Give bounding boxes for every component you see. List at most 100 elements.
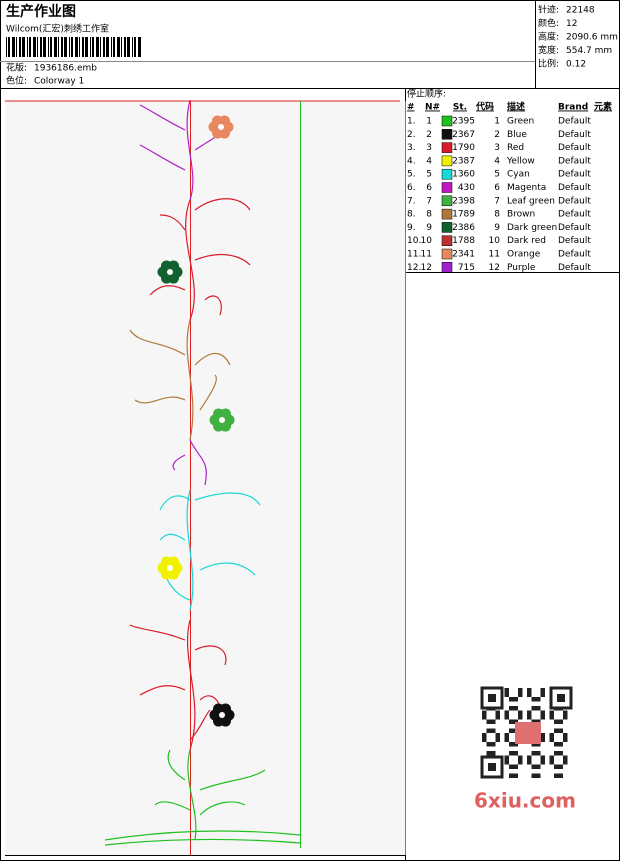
qr-cell bbox=[504, 692, 509, 697]
needle: 2 bbox=[426, 130, 432, 140]
color-swatch bbox=[441, 222, 453, 233]
qr-finder bbox=[488, 694, 496, 702]
petal bbox=[168, 556, 179, 568]
qr-cell bbox=[531, 773, 536, 778]
code: 3 bbox=[494, 143, 500, 153]
stop-number: 8. bbox=[407, 210, 416, 220]
qr-cell bbox=[513, 706, 518, 711]
qr-cell bbox=[558, 728, 563, 733]
qr-cell bbox=[536, 697, 541, 702]
bar bbox=[113, 37, 115, 57]
stat-value: 12 bbox=[566, 19, 577, 29]
bar bbox=[54, 37, 57, 57]
column-header: 代码 bbox=[475, 101, 494, 113]
watermark: 6xiu.com bbox=[474, 789, 576, 813]
description: Yellow bbox=[506, 156, 535, 166]
bar bbox=[12, 37, 15, 57]
stop-number: 11. bbox=[407, 250, 421, 260]
studio: Wilcom(汇宏)刺绣工作室 bbox=[6, 23, 109, 35]
stop-number: 4. bbox=[407, 156, 416, 166]
column-header: 元素 bbox=[594, 101, 612, 113]
description: Blue bbox=[507, 130, 527, 140]
qr-cell bbox=[536, 742, 541, 747]
stop-number: 5. bbox=[407, 170, 416, 180]
qr-cell bbox=[495, 710, 500, 715]
qr-cell bbox=[540, 692, 545, 697]
qr-cell bbox=[554, 773, 559, 778]
vine bbox=[104, 99, 301, 846]
bar bbox=[111, 37, 112, 57]
qr-cell bbox=[491, 751, 496, 756]
petal bbox=[220, 703, 231, 715]
qr-cell bbox=[563, 715, 568, 720]
qr-cell bbox=[509, 728, 514, 733]
qr-logo bbox=[515, 722, 541, 744]
qr-cell bbox=[518, 688, 523, 693]
qr-cell bbox=[504, 733, 509, 738]
qr-cell bbox=[536, 706, 541, 711]
stat-value: 2090.6 mm bbox=[566, 33, 618, 43]
needle: 4 bbox=[426, 156, 432, 166]
qr-cell bbox=[554, 719, 559, 724]
stitches: 1790 bbox=[452, 143, 475, 153]
code: 8 bbox=[494, 210, 500, 220]
needle: 12 bbox=[421, 263, 432, 273]
qr-cell bbox=[531, 719, 536, 724]
qr-cell bbox=[563, 755, 568, 760]
column-header: N# bbox=[425, 103, 440, 113]
qr-cell bbox=[540, 688, 545, 693]
stat-value: 0.12 bbox=[566, 60, 586, 70]
qr-cell bbox=[563, 760, 568, 765]
qr-cell bbox=[527, 692, 532, 697]
qr-cell bbox=[540, 710, 545, 715]
colorway: Colorway 1 bbox=[34, 77, 84, 87]
description: Brown bbox=[507, 210, 535, 220]
bar bbox=[127, 37, 130, 57]
qr-cell bbox=[531, 742, 536, 747]
stitches: 1789 bbox=[452, 210, 475, 220]
qr-cell bbox=[558, 751, 563, 756]
qr-cell bbox=[486, 751, 491, 756]
qr-cell bbox=[540, 760, 545, 765]
qr-cell bbox=[527, 760, 532, 765]
bar bbox=[106, 37, 109, 57]
stitches: 2367 bbox=[452, 130, 475, 140]
qr-cell bbox=[558, 742, 563, 747]
qr-cell bbox=[513, 697, 518, 702]
stitches: 715 bbox=[458, 263, 475, 273]
bar bbox=[19, 37, 21, 57]
color-swatch bbox=[441, 195, 453, 207]
description: Orange bbox=[507, 250, 541, 260]
needle: 11 bbox=[421, 250, 432, 260]
bar bbox=[58, 37, 59, 57]
description: Dark green bbox=[507, 223, 557, 233]
column-header: # bbox=[407, 103, 415, 113]
bar bbox=[117, 37, 120, 57]
qr-cell bbox=[518, 755, 523, 760]
code: 12 bbox=[489, 263, 500, 273]
column-header: St. bbox=[453, 103, 467, 113]
qr-cell bbox=[491, 728, 496, 733]
design-label: 花版: bbox=[6, 62, 27, 74]
qr-cell bbox=[509, 773, 514, 778]
stat-label: 宽度: bbox=[538, 44, 559, 56]
qr-cell bbox=[504, 710, 509, 715]
qr-cell bbox=[531, 751, 536, 756]
qr-cell bbox=[554, 742, 559, 747]
qr-cell bbox=[509, 742, 514, 747]
qr-cell bbox=[509, 697, 514, 702]
qr-cell bbox=[518, 715, 523, 720]
petal bbox=[219, 115, 230, 127]
bar bbox=[138, 37, 141, 57]
bar bbox=[132, 37, 133, 57]
qr-cell bbox=[504, 760, 509, 765]
brand: Default bbox=[558, 263, 591, 273]
qr-cell bbox=[527, 710, 532, 715]
stat-label: 颜色: bbox=[538, 17, 559, 29]
qr-cell bbox=[482, 715, 487, 720]
bar bbox=[43, 37, 46, 57]
qr-cell bbox=[513, 719, 518, 724]
barcode bbox=[6, 37, 141, 57]
bar bbox=[6, 37, 7, 57]
